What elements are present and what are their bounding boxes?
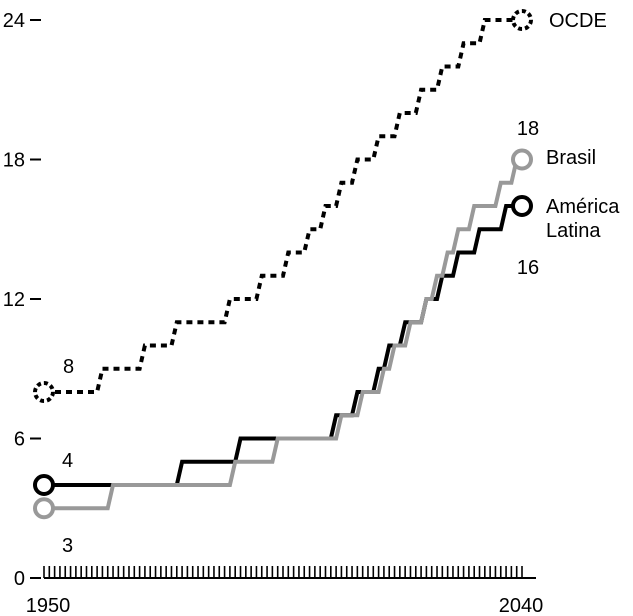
series-marker bbox=[33, 381, 55, 403]
y-tick-label: 18 bbox=[3, 150, 25, 172]
x-tick-label: 1950 bbox=[26, 595, 71, 616]
series-marker bbox=[33, 474, 55, 496]
america-latina-start-value: 4 bbox=[62, 450, 73, 472]
ocde-start-value: 8 bbox=[63, 356, 74, 378]
series-line-america-latina bbox=[44, 204, 522, 487]
ocde-name-label: OCDE bbox=[549, 10, 607, 32]
x-tick-label: 2040 bbox=[499, 595, 544, 616]
y-tick-label: 12 bbox=[3, 289, 25, 311]
series-marker bbox=[33, 497, 55, 520]
brasil-end-value: 18 bbox=[517, 118, 539, 140]
y-tick-label: 24 bbox=[3, 10, 25, 32]
x-axis: 1950 2040 bbox=[26, 566, 544, 616]
series-marker bbox=[511, 9, 533, 31]
series-line-brasil bbox=[44, 157, 522, 511]
america-latina-end-value: 16 bbox=[517, 257, 539, 279]
y-tick-label: 0 bbox=[14, 568, 25, 590]
series-line-ocde bbox=[44, 18, 522, 394]
series-group bbox=[33, 9, 533, 520]
y-axis: 0 6 12 18 24 bbox=[3, 10, 41, 590]
america-latina-name-line2: Latina bbox=[546, 220, 601, 242]
y-tick-label: 6 bbox=[14, 429, 25, 451]
series-marker bbox=[511, 195, 533, 217]
america-latina-name-line1: América bbox=[546, 196, 620, 218]
brasil-name-label: Brasil bbox=[546, 147, 596, 169]
brasil-start-value: 3 bbox=[62, 535, 73, 557]
series-marker bbox=[511, 148, 533, 171]
